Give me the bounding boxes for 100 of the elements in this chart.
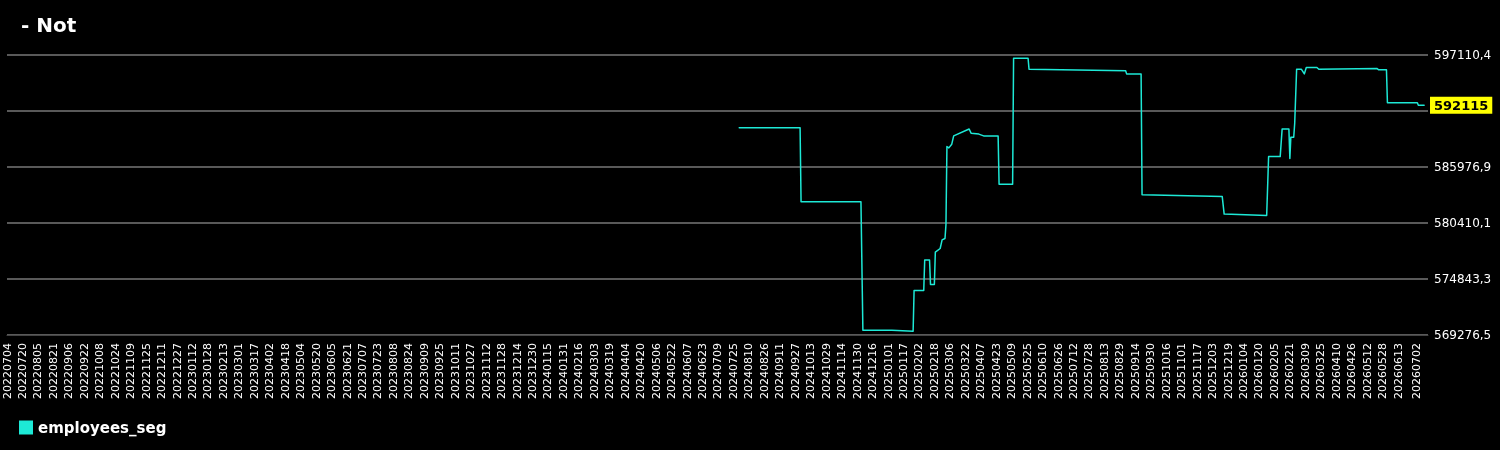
- x-tick-label: 20260205: [1267, 343, 1281, 399]
- x-tick-label: 20260221: [1283, 343, 1297, 399]
- x-tick-label: 20250218: [927, 343, 941, 399]
- x-tick-label: 20230808: [386, 343, 400, 399]
- x-tick-label: 20260512: [1360, 343, 1374, 399]
- x-tick-label: 20260426: [1345, 343, 1359, 399]
- x-tick-label: 20240131: [556, 343, 570, 399]
- x-tick-label: 20231214: [510, 343, 524, 399]
- x-tick-label: 20241130: [850, 343, 864, 399]
- x-tick-label: 20240216: [572, 343, 586, 399]
- x-tick-label: 20230520: [309, 343, 323, 399]
- x-tick-label: 20230112: [185, 343, 199, 399]
- x-tick-label: 20260410: [1329, 343, 1343, 399]
- x-tick-label: 20251101: [1175, 343, 1189, 399]
- x-tick-label: 20241013: [804, 343, 818, 399]
- x-tick-label: 20251219: [1221, 343, 1235, 399]
- x-tick-label: 20250525: [1020, 343, 1034, 399]
- y-tick-label: 569276,5: [1434, 328, 1492, 342]
- x-tick-label: 20250101: [881, 343, 895, 399]
- x-tick-label: 20250423: [989, 343, 1003, 399]
- x-tick-label: 20220805: [31, 343, 45, 399]
- x-tick-label: 20250322: [958, 343, 972, 399]
- x-tick-label: 20250117: [896, 343, 910, 399]
- x-tick-label: 20221125: [139, 343, 153, 399]
- x-tick-label: 20241216: [866, 343, 880, 399]
- x-tick-label: 20230317: [247, 343, 261, 399]
- x-tick-label: 20240725: [726, 343, 740, 399]
- x-tick-label: 20230402: [263, 343, 277, 399]
- x-tick-label: 20220821: [46, 343, 60, 399]
- x-tick-label: 20260613: [1391, 343, 1405, 399]
- y-tick-label: 585976,9: [1434, 160, 1492, 174]
- x-tick-label: 20240623: [696, 343, 710, 399]
- x-tick-label: 20240607: [680, 343, 694, 399]
- x-tick-label: 20231128: [495, 343, 509, 399]
- x-tick-label: 20260325: [1314, 343, 1328, 399]
- x-tick-label: 20240709: [711, 343, 725, 399]
- line-series: [738, 57, 1425, 333]
- x-tick-label: 20230128: [201, 343, 215, 399]
- x-tick-label: 20250202: [912, 343, 926, 399]
- x-tick-label: 20240404: [618, 343, 632, 399]
- x-tick-label: 20240319: [603, 343, 617, 399]
- x-tick-label: 20250914: [1128, 343, 1142, 399]
- x-tick-label: 20231011: [448, 343, 462, 399]
- x-tick-label: 20240927: [788, 343, 802, 399]
- x-tick-label: 20221024: [108, 343, 122, 399]
- x-tick-label: 20251016: [1159, 343, 1173, 399]
- x-tick-label: 20220922: [77, 343, 91, 399]
- x-tick-label: 20250930: [1144, 343, 1158, 399]
- x-tick-label: 20240506: [649, 343, 663, 399]
- x-tick-label: 20241029: [819, 343, 833, 399]
- x-tick-label: 20260309: [1298, 343, 1312, 399]
- x-tick-label: 20240303: [587, 343, 601, 399]
- x-tick-label: 20230824: [402, 343, 416, 399]
- legend-label: employees_seg: [38, 418, 167, 437]
- x-tick-label: 20250712: [1066, 343, 1080, 399]
- x-tick-label: 20250626: [1051, 343, 1065, 399]
- x-tick-label: 20260528: [1376, 343, 1390, 399]
- x-tick-label: 20230418: [278, 343, 292, 399]
- chart-title: - Not: [21, 13, 77, 37]
- x-tick-label: 20220906: [62, 343, 76, 399]
- x-tick-label: 20230723: [371, 343, 385, 399]
- x-tick-label: 20221109: [124, 343, 138, 399]
- x-tick-label: 20231027: [464, 343, 478, 399]
- x-tick-label: 20230213: [216, 343, 230, 399]
- x-tick-label: 20240911: [773, 343, 787, 399]
- x-tick-label: 20231112: [479, 343, 493, 399]
- x-tick-label: 20220720: [15, 343, 29, 399]
- x-tick-label: 20251117: [1190, 343, 1204, 399]
- x-tick-label: 20250829: [1113, 343, 1127, 399]
- x-tick-label: 20230504: [294, 343, 308, 399]
- x-tick-label: 20241114: [835, 343, 849, 399]
- x-tick-label: 20230301: [232, 343, 246, 399]
- x-tick-label: 20260702: [1409, 343, 1423, 399]
- x-tick-label: 20221227: [170, 343, 184, 399]
- x-tick-label: 20250813: [1097, 343, 1111, 399]
- y-tick-label: 574843,3: [1434, 272, 1492, 286]
- x-tick-label: 20260104: [1236, 343, 1250, 399]
- x-tick-label: 20230605: [325, 343, 339, 399]
- x-tick-label: 20251203: [1206, 343, 1220, 399]
- x-tick-label: 20230621: [340, 343, 354, 399]
- y-tick-label: 580410,1: [1434, 216, 1492, 230]
- x-tick-label: 20250509: [1005, 343, 1019, 399]
- x-tick-label: 20250610: [1036, 343, 1050, 399]
- x-tick-label: 20260120: [1252, 343, 1266, 399]
- x-tick-label: 20250306: [943, 343, 957, 399]
- x-tick-label: 20221008: [93, 343, 107, 399]
- x-tick-label: 20230909: [417, 343, 431, 399]
- x-tick-label: 20240826: [757, 343, 771, 399]
- x-tick-label: 20250728: [1082, 343, 1096, 399]
- x-tick-label: 20240115: [541, 343, 555, 399]
- x-tick-label: 20231230: [526, 343, 540, 399]
- y-tick-label: 597110,4: [1434, 48, 1492, 62]
- x-tick-label: 20230707: [355, 343, 369, 399]
- x-tick-label: 20240810: [742, 343, 756, 399]
- x-tick-label: 20240522: [665, 343, 679, 399]
- x-tick-label: 20220704: [0, 343, 14, 399]
- x-tick-label: 20230925: [433, 343, 447, 399]
- x-tick-label: 20221211: [155, 343, 169, 399]
- x-tick-label: 20240420: [634, 343, 648, 399]
- annotation: 592115: [1434, 97, 1489, 113]
